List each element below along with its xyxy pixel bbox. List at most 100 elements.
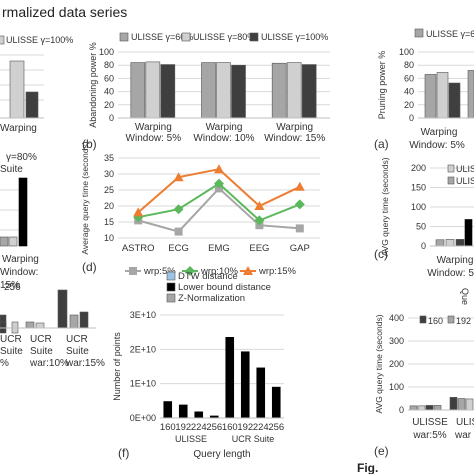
b-ytick-label: 40 [104, 87, 114, 97]
c-ytick-label: 200 [411, 163, 426, 173]
f-legend-swatch [166, 271, 176, 281]
b-bar [160, 64, 176, 119]
e-xtick-label: ULISSE [456, 417, 474, 428]
f-legend-label: Z-Normalization [178, 293, 245, 304]
b-xtick-label: Warping [135, 122, 172, 133]
d-xtick-label: EMG [208, 243, 230, 254]
f-legend-label: DTW distance [178, 271, 238, 282]
f-legend-swatch [166, 282, 176, 292]
e-bar [417, 405, 426, 411]
b-xtick-label: Window: 5% [126, 133, 182, 144]
b-bar [216, 62, 231, 119]
b-panel-label: (b) [82, 137, 97, 151]
b-legend-label: ULISSE γ=80% [193, 32, 255, 42]
e-legend-label: 160 [428, 316, 443, 326]
d-point [173, 172, 184, 182]
left-top-xtick-label: Warping [0, 123, 37, 134]
d-xtick-label: EEG [249, 243, 269, 254]
d-ytick-label: 35 [104, 153, 114, 163]
left-bottom-xtick-label: war:15% [65, 358, 105, 369]
f-bar [163, 401, 173, 419]
left-middle-bar [8, 236, 18, 247]
f-ytick-label: 2E+10 [130, 344, 156, 354]
d-point [294, 181, 305, 191]
b-bar [286, 62, 302, 119]
c-ytick-label: 50 [416, 222, 426, 232]
b-bar [201, 62, 216, 119]
f-bar [225, 337, 235, 419]
f-xtick-label: 224 [191, 422, 207, 433]
c-bar [455, 239, 465, 247]
d-legend-marker [185, 266, 195, 276]
e-rotated-label: Que [460, 288, 470, 305]
e-bar [425, 405, 434, 411]
a-ytick-label: 20 [404, 100, 414, 110]
a-bar [448, 82, 461, 119]
e-legend-swatch [419, 315, 427, 324]
b-legend-swatch [119, 32, 129, 42]
left-bottom-bar [35, 322, 45, 329]
left-bottom-legend-label: 256 [4, 282, 21, 293]
b-xtick-label: Warping [206, 122, 243, 133]
c-ytick-label: 100 [411, 202, 426, 212]
b-legend-label: ULISSE γ=60% [131, 32, 193, 42]
left-bottom-bar [79, 311, 89, 329]
e-bar [465, 398, 474, 411]
left-bottom-bar [25, 321, 35, 329]
left-middle-xtick-label: Warping [2, 254, 39, 265]
f-bar [240, 351, 250, 419]
f-xtick-label: 192 [175, 422, 191, 433]
d-point [295, 224, 304, 233]
left-bottom-xtick-label: Suite [0, 346, 23, 357]
c-bar [435, 239, 445, 247]
e-legend-label: 192 [456, 316, 471, 326]
f-xtick-label: 256 [268, 422, 284, 433]
a-ytick-label: 60 [404, 73, 414, 83]
e-ylabel: AVG query time (seconds) [374, 314, 384, 413]
e-xtick-label: war [454, 430, 472, 441]
a-bar [436, 72, 449, 119]
b-xtick-label: Window: 10% [193, 133, 254, 144]
b-bar [231, 64, 246, 119]
left-bottom-bar [69, 314, 79, 329]
f-xtick-label: 192 [237, 422, 253, 433]
f-panel-label: (f) [118, 446, 129, 460]
d-point [174, 227, 183, 236]
f-group-label: ULISSE [175, 434, 207, 444]
c-legend-swatch [447, 176, 455, 185]
caption-fragment: Fig. [357, 461, 378, 474]
a-ytick-label: 0 [409, 113, 414, 123]
f-ytick-label: 0E+00 [130, 413, 156, 423]
e-ytick-label: 400 [389, 313, 404, 323]
left-middle-xtick-label: 15% [0, 280, 20, 291]
d-panel-label: (d) [82, 260, 97, 274]
a-ytick-label: 80 [404, 60, 414, 70]
e-bar [449, 397, 458, 411]
left-top-legend-label: ULISSE γ=100% [6, 35, 73, 45]
left-middle-label: Suite [0, 164, 23, 175]
b-xtick-label: Warping [276, 122, 313, 133]
f-bar [271, 386, 281, 419]
b-ytick-label: 80 [104, 60, 114, 70]
e-bar [433, 405, 442, 411]
a-bar [424, 74, 437, 119]
d-point [214, 178, 224, 189]
a-xtick-label: Window: 5% [409, 140, 465, 151]
left-middle-legend-label: γ=80% [6, 152, 37, 163]
e-legend-swatch [447, 315, 455, 324]
page-title: rmalized data series [2, 4, 128, 20]
f-xtick-label: 224 [253, 422, 269, 433]
e-ytick-label: 300 [389, 336, 404, 346]
c-panel-label: (c) [374, 247, 388, 261]
c-legend-label: ULISSE [456, 164, 474, 174]
left-bottom-xtick-label: UCR [66, 334, 88, 345]
left-middle-bar [0, 236, 9, 247]
d-ytick-label: 15 [104, 217, 114, 227]
b-legend-label: ULISSE γ=100% [261, 32, 328, 42]
a-xtick-label: Warping [421, 127, 458, 138]
b-ylabel: Abandoning power % [88, 42, 98, 128]
b-legend-swatch [181, 32, 191, 42]
left-bottom-xtick-label: Suite [30, 346, 53, 357]
left-bottom-xtick-label: war:10% [29, 358, 69, 369]
f-bar [194, 411, 204, 419]
